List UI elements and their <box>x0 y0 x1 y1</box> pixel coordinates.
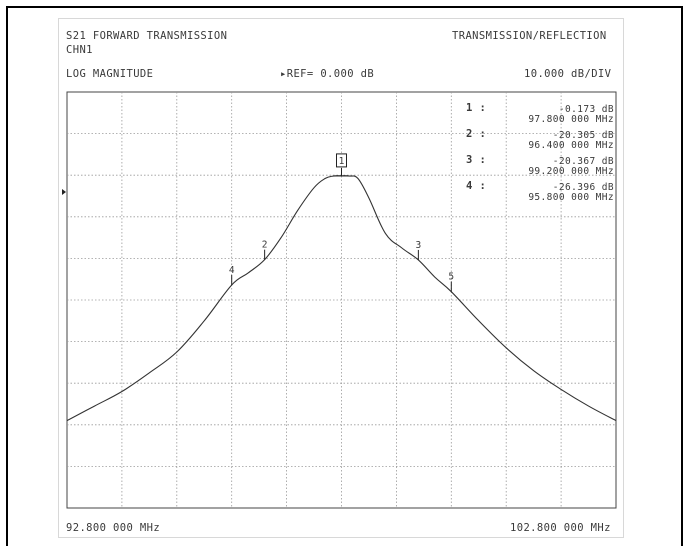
marker-2-value: -20.305 dB <box>552 130 614 141</box>
measurement-title: S21 FORWARD TRANSMISSION <box>66 30 228 42</box>
reference-position-icon <box>62 189 66 195</box>
marker-4-value: -26.396 dB <box>552 182 614 193</box>
screen-frame <box>6 6 683 546</box>
graticule <box>66 91 617 509</box>
reference-level: ▸REF= 0.000 dB <box>280 68 375 80</box>
start-frequency: 92.800 000 MHz <box>66 522 161 534</box>
display-border <box>58 18 624 538</box>
marker-group: 1 2 3 4 5 <box>229 153 454 292</box>
marker-1-value: -0.173 dB <box>558 104 614 115</box>
marker-2-frequency: 96.400 000 MHz <box>528 140 614 151</box>
marker-1-symbol: 1 <box>339 156 345 167</box>
marker-3-symbol: 3 <box>415 240 421 251</box>
marker-4-frequency: 95.800 000 MHz <box>528 192 614 203</box>
marker-1-box <box>336 153 347 168</box>
marker-3-frequency: 99.200 000 MHz <box>528 166 614 177</box>
mode-label: TRANSMISSION/REFLECTION <box>452 30 607 42</box>
marker-5-symbol: 5 <box>448 272 454 283</box>
marker-3-value: -20.367 dB <box>552 156 614 167</box>
marker-1-frequency: 97.800 000 MHz <box>528 114 614 125</box>
marker-1-label: 1 : <box>466 102 487 114</box>
marker-2-symbol: 2 <box>262 240 268 251</box>
marker-4-label: 4 : <box>466 180 487 192</box>
channel-label: CHN1 <box>66 44 93 56</box>
marker-2-label: 2 : <box>466 128 487 140</box>
stop-frequency: 102.800 000 MHz <box>510 522 611 534</box>
format-label: LOG MAGNITUDE <box>66 68 154 80</box>
marker-4-symbol: 4 <box>229 265 235 276</box>
marker-3-label: 3 : <box>466 154 487 166</box>
scale-per-division: 10.000 dB/DIV <box>524 68 612 80</box>
